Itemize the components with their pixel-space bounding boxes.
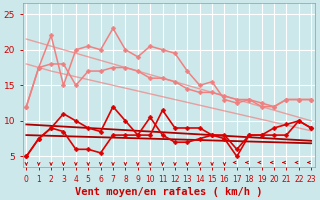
X-axis label: Vent moyen/en rafales ( km/h ): Vent moyen/en rafales ( km/h )	[75, 187, 262, 197]
